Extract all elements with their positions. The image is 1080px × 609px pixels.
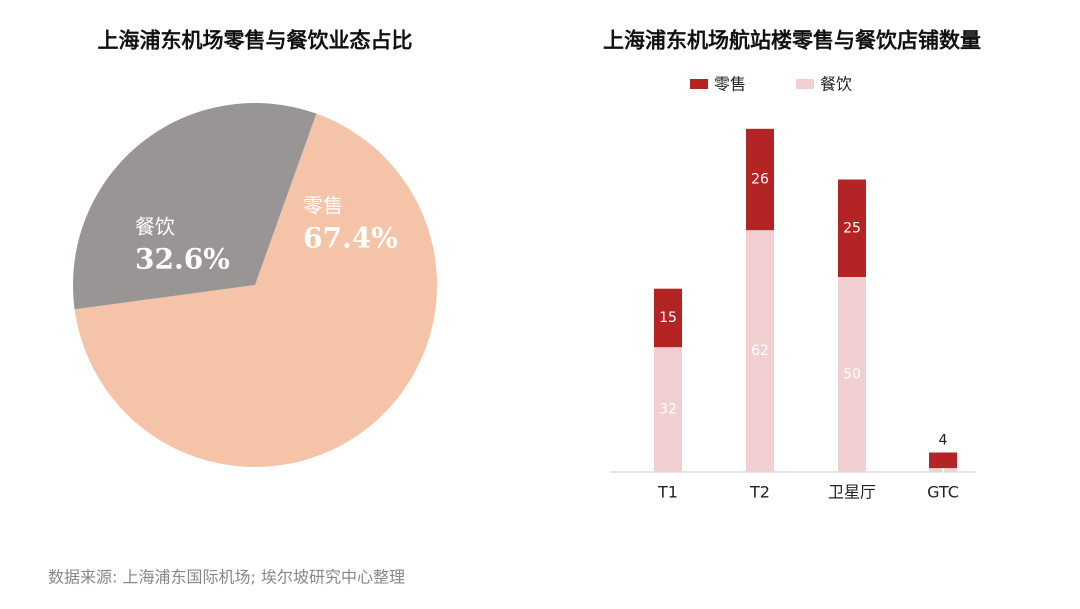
pie-slice <box>74 113 437 468</box>
bar-value: 15 <box>659 310 677 326</box>
bar-segment <box>929 452 957 469</box>
pie-title: 上海浦东机场零售与餐饮业态占比 <box>98 28 413 53</box>
bar-value: 50 <box>843 367 861 383</box>
bar-value: 1 <box>939 462 948 478</box>
bar-segment <box>838 277 866 472</box>
legend-swatch <box>690 79 708 89</box>
bar-segment <box>838 179 866 277</box>
bar-value: 4 <box>939 433 948 449</box>
bar-segment <box>746 128 774 231</box>
x-tick-label: GTC <box>927 483 959 502</box>
bar-value: 25 <box>843 220 861 236</box>
pie-slice <box>72 102 317 310</box>
x-tick-label: 卫星厅 <box>828 483 876 502</box>
bar-segment <box>746 230 774 472</box>
legend-swatch <box>796 79 814 89</box>
x-tick-label: T2 <box>749 483 770 502</box>
bar-segment <box>929 468 957 472</box>
bar-segment <box>654 347 682 472</box>
legend-label: 零售 <box>714 75 746 94</box>
legend-label: 餐饮 <box>820 75 852 94</box>
bar-value: 26 <box>751 172 769 188</box>
source: 数据来源: 上海浦东国际机场; 埃尔坡研究中心整理 <box>48 568 405 587</box>
slice-value: 67.4% <box>303 222 398 255</box>
slice-value: 32.6% <box>135 243 230 276</box>
slice-label: 餐饮 <box>135 215 175 239</box>
bar-value: 62 <box>751 343 769 359</box>
bar-segment <box>654 288 682 348</box>
bar-title: 上海浦东机场航站楼零售与餐饮店铺数量 <box>603 28 981 53</box>
slice-label: 零售 <box>303 194 343 218</box>
bar-value: 32 <box>659 402 677 418</box>
x-tick-label: T1 <box>657 483 678 502</box>
